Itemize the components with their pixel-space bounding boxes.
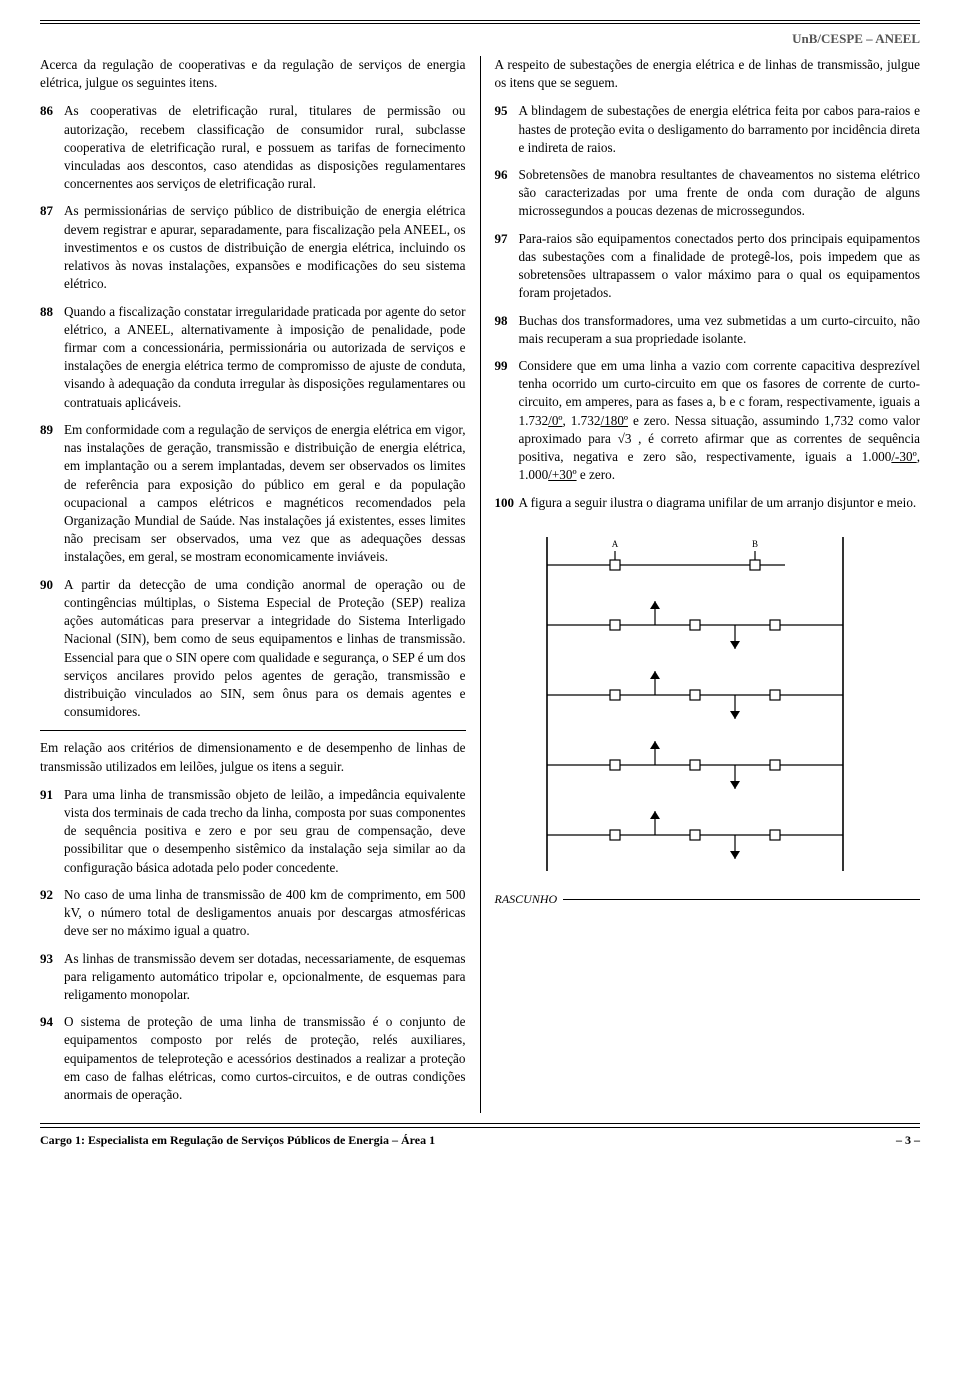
item-number: 92 <box>40 886 64 941</box>
item-number: 98 <box>495 312 519 348</box>
exam-item: 95A blindagem de subestações de energia … <box>495 102 921 157</box>
left-intro-2: Em relação aos critérios de dimensioname… <box>40 739 466 775</box>
exam-item: 94O sistema de proteção de uma linha de … <box>40 1013 466 1104</box>
item99-u3: /-30º <box>891 449 916 464</box>
exam-item: 89Em conformidade com a regulação de ser… <box>40 421 466 567</box>
item-text: Considere que em uma linha a vazio com c… <box>519 357 921 485</box>
item-number: 88 <box>40 303 64 412</box>
rascunho-line <box>563 899 920 900</box>
item-text: A figura a seguir ilustra o diagrama uni… <box>519 494 921 512</box>
item-text: Sobretensões de manobra resultantes de c… <box>519 166 921 221</box>
item-text: A partir da detecção de uma condição ano… <box>64 576 466 722</box>
exam-item: 93As linhas de transmissão devem ser dot… <box>40 950 466 1005</box>
item99-u2: /180º <box>600 413 628 428</box>
item-number: 96 <box>495 166 519 221</box>
item-text: As linhas de transmissão devem ser dotad… <box>64 950 466 1005</box>
rascunho-row: RASCUNHO <box>495 891 921 908</box>
exam-item: 96Sobretensões de manobra resultantes de… <box>495 166 921 221</box>
item-number: 100 <box>495 494 519 512</box>
item-number: 91 <box>40 786 64 877</box>
item-number: 94 <box>40 1013 64 1104</box>
svg-text:A: A <box>611 539 618 549</box>
exam-item: 86As cooperativas de eletrificação rural… <box>40 102 466 193</box>
item-number: 90 <box>40 576 64 722</box>
item-text: As permissionárias de serviço público de… <box>64 202 466 293</box>
exam-item: 99 Considere que em uma linha a vazio co… <box>495 357 921 485</box>
diagram-svg: AB <box>495 521 875 881</box>
exam-item: 88Quando a fiscalização constatar irregu… <box>40 303 466 412</box>
item-text: Para-raios são equipamentos conectados p… <box>519 230 921 303</box>
item-number: 95 <box>495 102 519 157</box>
item99-u1: /0º <box>548 413 562 428</box>
exam-item: 100 A figura a seguir ilustra o diagrama… <box>495 494 921 512</box>
header-org: UnB/CESPE – ANEEL <box>40 30 920 48</box>
item-text: A blindagem de subestações de energia el… <box>519 102 921 157</box>
rascunho-label: RASCUNHO <box>495 891 564 908</box>
item-text: Quando a fiscalização constatar irregula… <box>64 303 466 412</box>
footer-page: – 3 – <box>896 1132 920 1149</box>
item99-end: e zero. <box>577 467 615 482</box>
item99-mid1: , 1.732 <box>563 413 601 428</box>
item-text: Para uma linha de transmissão objeto de … <box>64 786 466 877</box>
left-intro-1: Acerca da regulação de cooperativas e da… <box>40 56 466 92</box>
right-column: A respeito de subestações de energia elé… <box>481 56 921 1113</box>
left-separator <box>40 730 466 731</box>
single-line-diagram: AB <box>495 521 921 881</box>
exam-item: 98Buchas dos transformadores, uma vez su… <box>495 312 921 348</box>
left-column: Acerca da regulação de cooperativas e da… <box>40 56 481 1113</box>
item-number: 86 <box>40 102 64 193</box>
right-intro: A respeito de subestações de energia elé… <box>495 56 921 92</box>
item-number: 99 <box>495 357 519 485</box>
item-text: O sistema de proteção de uma linha de tr… <box>64 1013 466 1104</box>
exam-item: 97Para-raios são equipamentos conectados… <box>495 230 921 303</box>
page-top-rule-1 <box>40 20 920 21</box>
item-number: 93 <box>40 950 64 1005</box>
item-text: Em conformidade com a regulação de servi… <box>64 421 466 567</box>
exam-item: 90A partir da detecção de uma condição a… <box>40 576 466 722</box>
footer-cargo: Cargo 1: Especialista em Regulação de Se… <box>40 1132 435 1149</box>
exam-item: 91Para uma linha de transmissão objeto d… <box>40 786 466 877</box>
item99-u4: /+30º <box>548 467 576 482</box>
content-columns: Acerca da regulação de cooperativas e da… <box>40 56 920 1113</box>
item-text: As cooperativas de eletrificação rural, … <box>64 102 466 193</box>
item-text: Buchas dos transformadores, uma vez subm… <box>519 312 921 348</box>
item-number: 89 <box>40 421 64 567</box>
exam-item: 92No caso de uma linha de transmissão de… <box>40 886 466 941</box>
exam-item: 87As permissionárias de serviço público … <box>40 202 466 293</box>
item-number: 87 <box>40 202 64 293</box>
item-text: No caso de uma linha de transmissão de 4… <box>64 886 466 941</box>
svg-text:B: B <box>751 539 757 549</box>
item-number: 97 <box>495 230 519 303</box>
page-top-rule-2 <box>40 23 920 24</box>
footer: Cargo 1: Especialista em Regulação de Se… <box>40 1123 920 1149</box>
